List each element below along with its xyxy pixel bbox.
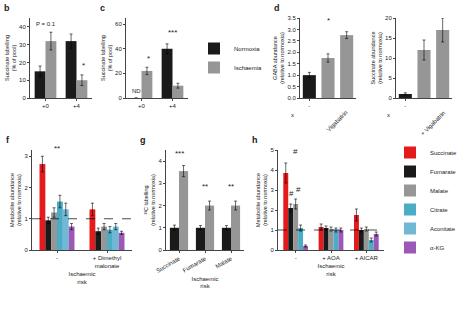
- svg-text:Citrate: Citrate: [430, 207, 448, 213]
- svg-text:x: x: [387, 112, 390, 118]
- svg-text:2: 2: [270, 207, 274, 213]
- svg-text:Ischaemicrisk: Ischaemicrisk: [317, 263, 344, 277]
- svg-text:Succinate labelling(% of pool): Succinate labelling(% of pool): [4, 35, 17, 81]
- svg-text:0.5: 0.5: [287, 84, 296, 90]
- svg-text:+0: +0: [138, 103, 146, 109]
- svg-text:3: 3: [270, 187, 274, 193]
- svg-text:-: -: [295, 255, 297, 261]
- svg-text:2.5: 2.5: [287, 38, 296, 44]
- svg-text:+4: +4: [169, 103, 177, 109]
- svg-text:0: 0: [118, 95, 122, 101]
- svg-text:+ AOA: + AOA: [322, 255, 340, 261]
- svg-text:d: d: [274, 3, 280, 13]
- svg-text:α-KG: α-KG: [430, 245, 444, 251]
- svg-text:1: 1: [24, 216, 28, 222]
- svg-text:0: 0: [22, 95, 26, 101]
- svg-text:+0: +0: [42, 103, 50, 109]
- svg-text:Malate: Malate: [430, 188, 449, 194]
- svg-text:-: -: [308, 103, 310, 109]
- svg-text:Ischaemicrisk: Ischaemicrisk: [68, 271, 95, 285]
- svg-text:Succinate labelling(% of pool): Succinate labelling(% of pool): [100, 35, 113, 81]
- svg-text:+4: +4: [73, 103, 81, 109]
- svg-text:*: *: [327, 16, 330, 25]
- svg-text:30: 30: [19, 42, 26, 48]
- svg-text:Metabolite abundance(relative: Metabolite abundance(relative to normoxi…: [255, 173, 268, 227]
- svg-text:Succinate abundance(relative t: Succinate abundance(relative to normoxia…: [370, 32, 383, 85]
- svg-text:x: x: [291, 112, 294, 118]
- svg-text:0: 0: [270, 247, 274, 253]
- svg-text:3: 3: [24, 153, 28, 159]
- svg-text:-: -: [404, 103, 406, 109]
- svg-text:40: 40: [115, 46, 122, 52]
- svg-text:Succinate: Succinate: [430, 150, 457, 156]
- svg-text:*: *: [82, 61, 85, 70]
- svg-text:Fumarate: Fumarate: [182, 255, 208, 273]
- svg-text:1: 1: [158, 225, 162, 231]
- svg-text:g: g: [140, 135, 146, 145]
- svg-text:15: 15: [385, 35, 392, 41]
- svg-text:1.0: 1.0: [287, 72, 296, 78]
- svg-text:2: 2: [24, 185, 28, 191]
- svg-text:#: #: [289, 189, 294, 198]
- svg-text:5: 5: [270, 147, 274, 153]
- svg-text:4: 4: [158, 158, 162, 164]
- svg-text:20: 20: [385, 15, 392, 21]
- svg-text:h: h: [252, 135, 258, 145]
- svg-text:GABA abundance(relative to nor: GABA abundance(relative to normoxia): [272, 32, 285, 84]
- svg-text:3.0: 3.0: [287, 27, 296, 33]
- svg-text:ND: ND: [132, 88, 141, 94]
- svg-text:Vigabatrin: Vigabatrin: [325, 109, 348, 132]
- svg-text:***: ***: [168, 28, 177, 37]
- svg-text:10: 10: [385, 55, 392, 61]
- svg-text:4: 4: [270, 167, 274, 173]
- svg-text:#: #: [296, 185, 301, 194]
- svg-text:***: ***: [175, 149, 184, 158]
- svg-text:-: -: [56, 255, 58, 261]
- svg-text:0: 0: [158, 247, 162, 253]
- svg-text:20: 20: [19, 60, 26, 66]
- svg-text:Metabolite abundance(relative: Metabolite abundance(relative to normoxi…: [9, 173, 22, 227]
- svg-text:c: c: [100, 3, 105, 13]
- svg-text:2: 2: [158, 203, 162, 209]
- svg-text:¹³C labelling(relative to norm: ¹³C labelling(relative to normoxia): [143, 174, 156, 226]
- svg-text:10: 10: [19, 77, 26, 83]
- svg-text:60: 60: [115, 21, 122, 27]
- svg-text:40: 40: [19, 24, 26, 30]
- svg-text:**: **: [54, 144, 60, 153]
- svg-text:0: 0: [24, 247, 28, 253]
- svg-text:Ischaemicrisk: Ischaemicrisk: [191, 276, 218, 290]
- svg-text:+ Vigabatrin: + Vigabatrin: [419, 110, 446, 137]
- svg-text:+ AICAR: + AICAR: [355, 255, 379, 261]
- svg-text:Ischaemia: Ischaemia: [234, 65, 262, 71]
- svg-text:Normoxia: Normoxia: [234, 46, 260, 52]
- svg-text:b: b: [4, 3, 10, 13]
- svg-text:**: **: [202, 182, 208, 191]
- svg-text:f: f: [6, 135, 10, 145]
- svg-text:P = 0.1: P = 0.1: [36, 21, 56, 27]
- svg-text:20: 20: [115, 70, 122, 76]
- svg-text:1.5: 1.5: [287, 61, 296, 67]
- svg-text:**: **: [228, 182, 234, 191]
- svg-text:#: #: [293, 147, 298, 156]
- svg-text:Fumarate: Fumarate: [430, 169, 456, 175]
- svg-text:1: 1: [270, 227, 274, 233]
- svg-text:0.0: 0.0: [287, 95, 296, 101]
- svg-text:*: *: [147, 54, 150, 63]
- svg-text:3: 3: [158, 180, 162, 186]
- svg-text:2.0: 2.0: [287, 49, 296, 55]
- svg-text:3.5: 3.5: [287, 15, 296, 21]
- svg-text:Aconitate: Aconitate: [430, 226, 456, 232]
- svg-text:Malate: Malate: [214, 255, 233, 270]
- svg-text:Succinate: Succinate: [155, 255, 181, 274]
- svg-text:5: 5: [388, 75, 392, 81]
- svg-text:0: 0: [388, 95, 392, 101]
- svg-text:+ Dimethylmalonate: + Dimethylmalonate: [93, 255, 122, 269]
